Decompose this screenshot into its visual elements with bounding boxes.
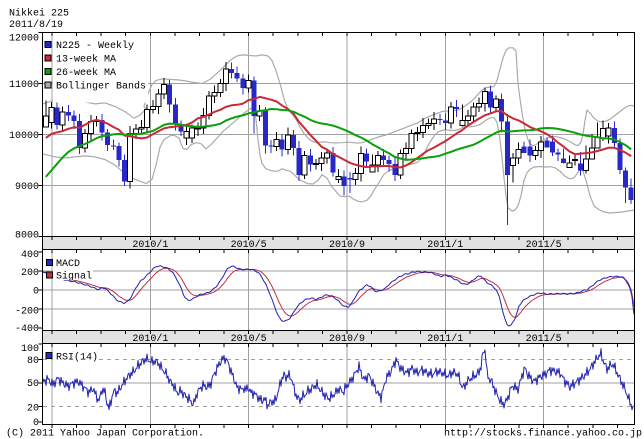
svg-text:RSI(14): RSI(14): [56, 352, 98, 364]
svg-text:10000: 10000: [9, 131, 39, 142]
svg-text:200: 200: [21, 268, 39, 279]
svg-text:11000: 11000: [9, 80, 39, 91]
svg-text:2010/9: 2010/9: [329, 239, 365, 251]
svg-text:(C) 2011 Yahoo Japan Corporati: (C) 2011 Yahoo Japan Corporation.: [6, 428, 204, 439]
svg-text:N225 - Weekly: N225 - Weekly: [56, 40, 134, 52]
svg-text:50: 50: [27, 379, 39, 390]
svg-text:2011/5: 2011/5: [526, 239, 562, 251]
svg-text:8000: 8000: [15, 231, 39, 242]
svg-text:Nikkei 225: Nikkei 225: [9, 7, 69, 19]
svg-text:13-week MA: 13-week MA: [56, 54, 116, 66]
svg-text:2010/1: 2010/1: [132, 333, 168, 345]
svg-text:400: 400: [21, 250, 39, 261]
svg-text:-200: -200: [15, 306, 39, 317]
svg-text:20: 20: [27, 404, 39, 415]
svg-text:100: 100: [21, 344, 39, 355]
svg-text:0: 0: [33, 418, 39, 429]
svg-text:9000: 9000: [15, 182, 39, 193]
svg-text:2011/5: 2011/5: [526, 333, 562, 345]
svg-text:Bollinger Bands: Bollinger Bands: [56, 81, 146, 93]
svg-text:2011/1: 2011/1: [427, 333, 463, 345]
svg-text:2010/5: 2010/5: [231, 333, 267, 345]
svg-text:2011/8/19: 2011/8/19: [9, 19, 63, 31]
svg-text:2010/5: 2010/5: [231, 239, 267, 251]
svg-text:12000: 12000: [9, 34, 39, 45]
svg-text:2010/9: 2010/9: [329, 333, 365, 345]
svg-text:2010/1: 2010/1: [132, 239, 168, 251]
svg-text:http://stocks.finance.yahoo.co: http://stocks.finance.yahoo.co.jp: [444, 428, 642, 439]
svg-text:0: 0: [33, 287, 39, 298]
svg-text:Signal: Signal: [56, 271, 92, 283]
svg-text:80: 80: [27, 356, 39, 367]
svg-text:2011/1: 2011/1: [427, 239, 463, 251]
svg-text:MACD: MACD: [56, 259, 80, 270]
svg-text:26-week MA: 26-week MA: [56, 67, 116, 79]
svg-text:-400: -400: [15, 324, 39, 335]
